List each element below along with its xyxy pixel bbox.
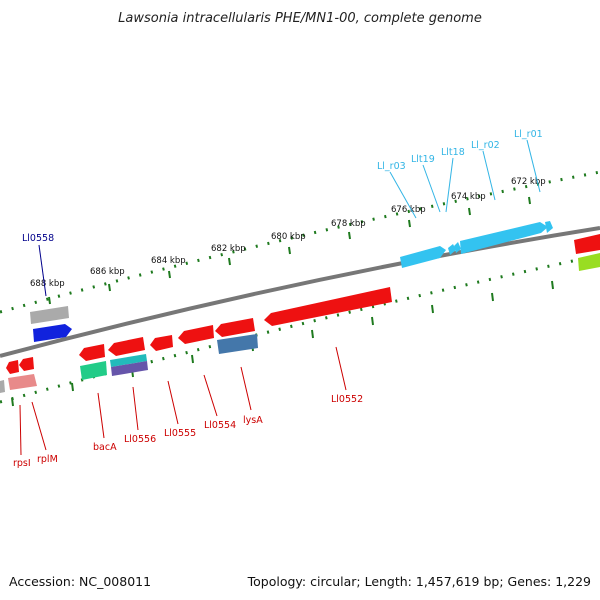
map-title: Lawsonia intracellularis PHE/MN1-00, com…: [118, 11, 482, 26]
blue-gene-li0558: [33, 324, 72, 342]
red-gene-edge: [574, 234, 600, 254]
red-gene-baca: [79, 344, 105, 361]
red-gene-1: [6, 360, 19, 374]
label-li-r02: Ll_r02: [471, 140, 500, 151]
rrna-gene-r03: [400, 246, 446, 268]
rrna-gene-r01: [545, 221, 553, 233]
tick-label: 674 kbp: [451, 192, 486, 202]
tick-label: 684 kbp: [151, 256, 186, 266]
red-gene-lysa: [215, 318, 255, 337]
label-li0554: Ll0554: [204, 420, 236, 431]
trna-gene-t19: [448, 244, 456, 255]
tick-label: 676 kbp: [391, 205, 426, 215]
purple-gene-li0556: [111, 361, 148, 376]
label-li0556: Ll0556: [124, 434, 156, 445]
red-gene-li0554: [178, 325, 214, 344]
label-llt19: Llt19: [411, 154, 435, 165]
label-li-r01: Ll_r01: [514, 129, 543, 140]
label-li0558: Ll0558: [22, 233, 54, 244]
genome-backbone: [0, 226, 600, 358]
red-gene-2: [19, 357, 34, 371]
tick-label: 678 kbp: [331, 219, 366, 229]
reverse-strand-genes: [0, 287, 392, 393]
red-gene-li0555: [150, 335, 173, 351]
tick-label: 682 kbp: [211, 244, 246, 254]
gray-gene-left-edge: [0, 380, 5, 393]
label-llt18: Llt18: [441, 147, 465, 158]
label-baca: bacA: [93, 442, 117, 453]
green-gene-baca: [80, 361, 107, 380]
red-gene-li0552: [264, 287, 392, 326]
steel-gene-lysa: [217, 334, 258, 354]
tick-label: 686 kbp: [90, 267, 125, 277]
inner-major-ticks: [11, 280, 554, 407]
forward-strand-genes: [400, 221, 600, 271]
label-lysa: lysA: [243, 415, 263, 426]
label-li-r03: Ll_r03: [377, 161, 406, 172]
trna-gene-t18: [454, 242, 461, 253]
genome-summary-text: Topology: circular; Length: 1,457,619 bp…: [247, 574, 591, 589]
inner-scale-ring: [0, 253, 600, 404]
rrna-gene-r02: [460, 222, 548, 254]
label-rpsi: rpsI: [13, 458, 31, 469]
gene-labels: Ll0558 Ll_r03 Llt19 Llt18 Ll_r02 Ll_r01 …: [13, 129, 543, 469]
label-li0552: Ll0552: [331, 394, 363, 405]
tick-labels: 688 kbp 686 kbp 684 kbp 682 kbp 680 kbp …: [30, 177, 546, 289]
outer-major-ticks: [48, 196, 531, 305]
pink-gene-rplm: [8, 374, 37, 390]
label-li0555: Ll0555: [164, 428, 196, 439]
red-gene-li0556: [108, 337, 145, 356]
tick-label: 672 kbp: [511, 177, 546, 187]
tick-label: 688 kbp: [30, 279, 65, 289]
lime-gene-edge: [578, 253, 600, 271]
label-rplm: rplM: [37, 454, 58, 465]
accession-text: Accession: NC_008011: [9, 574, 151, 589]
gray-gene-li0558: [30, 306, 69, 324]
teal-gene-li0556: [110, 354, 147, 367]
tick-label: 680 kbp: [271, 232, 306, 242]
